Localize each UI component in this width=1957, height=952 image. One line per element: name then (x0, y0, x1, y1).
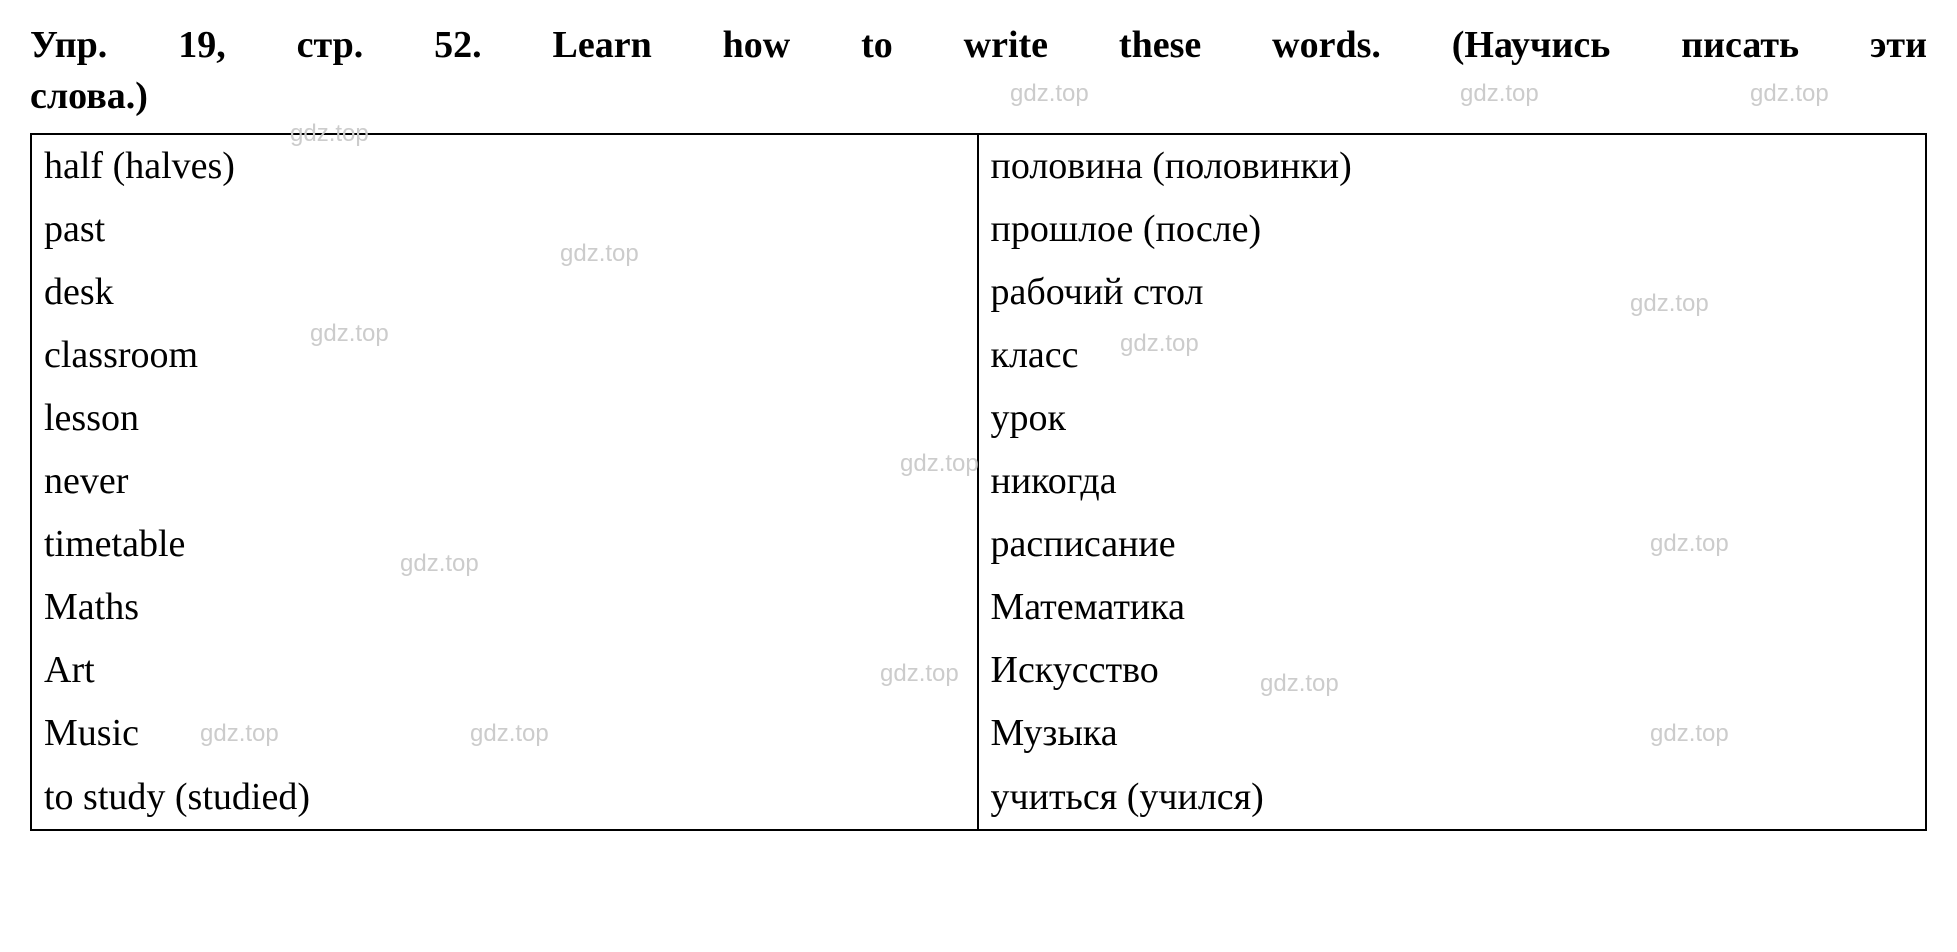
english-word: Maths (32, 576, 979, 639)
russian-translation: рабочий стол (979, 261, 1926, 324)
russian-translation: урок (979, 387, 1926, 450)
english-word: timetable (32, 513, 979, 576)
english-word: lesson (32, 387, 979, 450)
russian-translation: никогда (979, 450, 1926, 513)
table-row: timetableрасписание (32, 513, 1925, 576)
table-row: MusicМузыка (32, 702, 1925, 765)
russian-translation: прошлое (после) (979, 198, 1926, 261)
russian-translation: учиться (учился) (979, 766, 1926, 829)
table-row: neverникогда (32, 450, 1925, 513)
english-word: half (halves) (32, 135, 979, 198)
table-row: MathsМатематика (32, 576, 1925, 639)
russian-translation: класс (979, 324, 1926, 387)
english-word: Art (32, 639, 979, 702)
russian-translation: Искусство (979, 639, 1926, 702)
russian-translation: половина (половинки) (979, 135, 1926, 198)
english-word: classroom (32, 324, 979, 387)
main-container: Упр. 19, стр. 52. Learn how to write the… (30, 20, 1927, 831)
english-word: Music (32, 702, 979, 765)
vocabulary-table: half (halves)половина (половинки)pastпро… (30, 133, 1927, 831)
english-word: never (32, 450, 979, 513)
table-row: to study (studied)учиться (учился) (32, 766, 1925, 829)
heading-line-2: слова.) (30, 71, 1927, 122)
table-row: pastпрошлое (после) (32, 198, 1925, 261)
english-word: desk (32, 261, 979, 324)
table-row: classroomкласс (32, 324, 1925, 387)
table-row: ArtИскусство (32, 639, 1925, 702)
english-word: to study (studied) (32, 766, 979, 829)
english-word: past (32, 198, 979, 261)
heading-line-1: Упр. 19, стр. 52. Learn how to write the… (30, 20, 1927, 71)
russian-translation: Математика (979, 576, 1926, 639)
russian-translation: Музыка (979, 702, 1926, 765)
table-row: lessonурок (32, 387, 1925, 450)
exercise-heading: Упр. 19, стр. 52. Learn how to write the… (30, 20, 1927, 123)
russian-translation: расписание (979, 513, 1926, 576)
table-row: half (halves)половина (половинки) (32, 135, 1925, 198)
table-row: deskрабочий стол (32, 261, 1925, 324)
